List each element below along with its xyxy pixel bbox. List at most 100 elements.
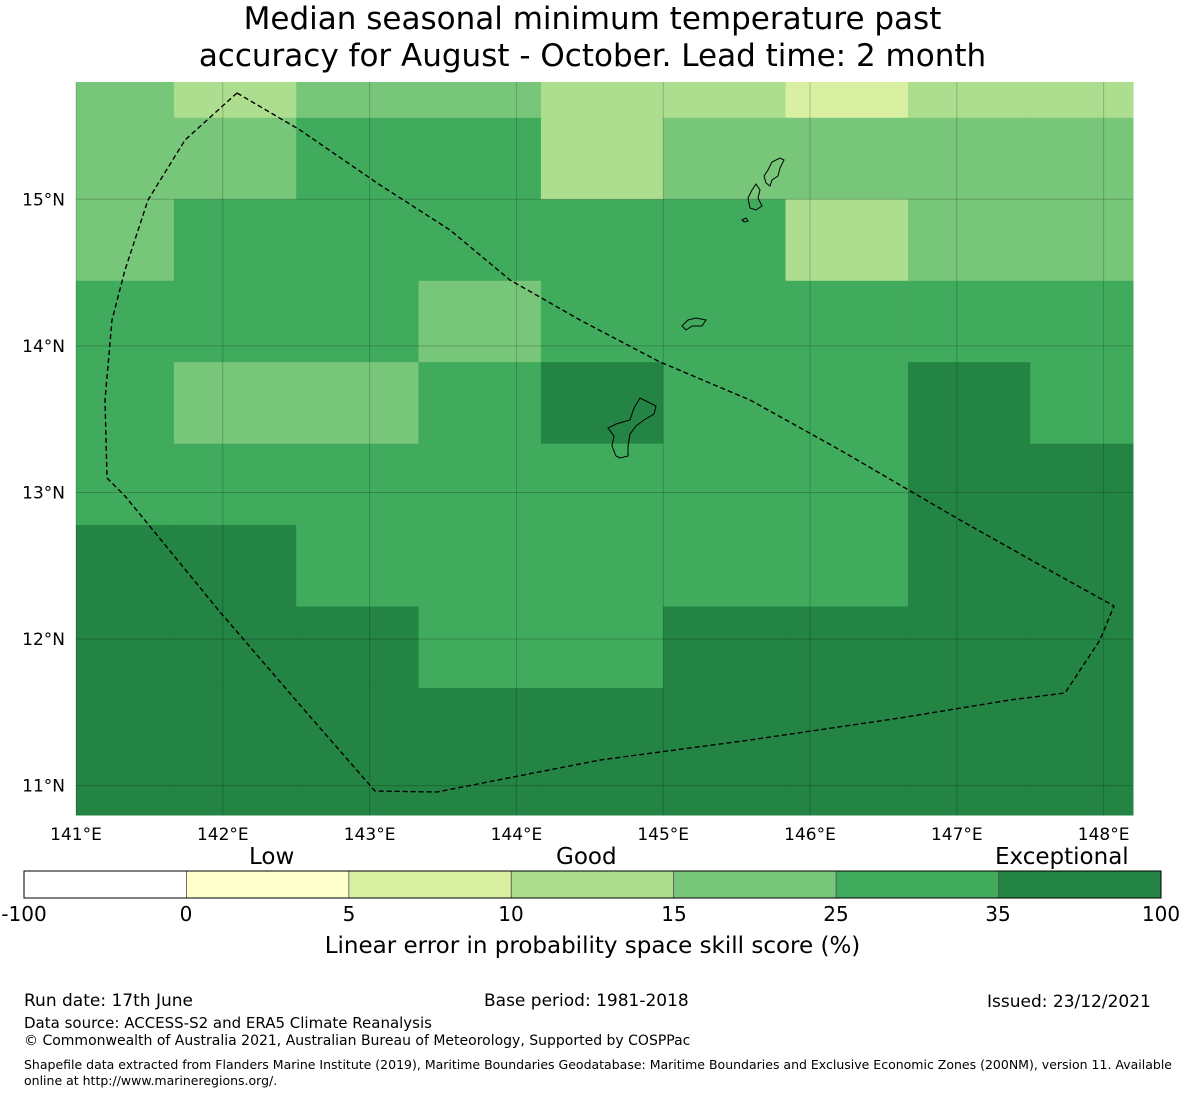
- grid-cell: [296, 443, 419, 526]
- grid-cell: [418, 687, 542, 816]
- grid-cell: [907, 117, 1031, 200]
- coastlines: [607, 157, 785, 459]
- grid-cell: [907, 280, 1031, 363]
- legend-tick: -100: [1, 902, 47, 926]
- grid-cell: [663, 443, 787, 526]
- colorbar-outline: [23, 870, 1162, 899]
- grid-cell: [173, 280, 297, 363]
- grid-cell: [663, 117, 787, 200]
- colorbar-segment: [835, 870, 999, 899]
- grid-cell: [418, 117, 542, 200]
- legend-tick: 10: [498, 902, 524, 926]
- longitude-label: 147°E: [931, 825, 983, 845]
- grid-cell: [1030, 687, 1134, 816]
- grid-cell: [1030, 525, 1134, 608]
- grid-cell: [418, 525, 542, 608]
- grid-cell: [418, 82, 542, 119]
- grid-cell: [173, 606, 297, 689]
- grid-cell: [663, 362, 787, 445]
- grid-cell: [907, 199, 1031, 282]
- colorbar-segment: [186, 870, 350, 899]
- island-guam: [607, 397, 657, 459]
- base-period: Base period: 1981-2018: [484, 991, 689, 1011]
- grid-cell: [540, 199, 664, 282]
- grid-cell: [296, 82, 419, 119]
- data-source: Data source: ACCESS-S2 and ERA5 Climate …: [24, 1014, 432, 1032]
- longitude-labels: 141°E 142°E 143°E 144°E 145°E 146°E 147°E 148°E: [50, 825, 1129, 845]
- grid-cell: [540, 687, 664, 816]
- grid-cell: [296, 280, 419, 363]
- grid-cell: [540, 117, 664, 200]
- colorbar-title: Linear error in probability space skill …: [324, 933, 861, 959]
- island-rota: [681, 317, 707, 331]
- colorbar-segment: [23, 870, 187, 899]
- legend-tick: 100: [1141, 902, 1181, 926]
- grid-cell: [76, 443, 175, 526]
- grid-cell: [663, 606, 787, 689]
- colorbar-segment: [348, 870, 512, 899]
- longitude-label: 143°E: [344, 825, 396, 845]
- grid-cell: [1030, 443, 1134, 526]
- legend-tick: 35: [985, 902, 1011, 926]
- grid-cell: [418, 280, 542, 363]
- grid-cell: [76, 280, 175, 363]
- latitude-label: 12°N: [22, 630, 65, 650]
- copyright: © Commonwealth of Australia 2021, Austra…: [24, 1033, 691, 1049]
- legend-tick: 0: [179, 902, 193, 926]
- legend-tick: 25: [823, 902, 849, 926]
- colorbar: [23, 870, 1162, 899]
- grid-cell: [540, 525, 664, 608]
- grid-cell: [173, 117, 297, 200]
- grid-cell: [907, 606, 1031, 689]
- grid-cell: [907, 687, 1031, 816]
- island-aguijan: [741, 217, 749, 223]
- grid-cell: [418, 443, 542, 526]
- grid-cell: [785, 117, 909, 200]
- legend-category-exceptional: Exceptional: [995, 844, 1129, 870]
- grid-cell: [907, 525, 1031, 608]
- grid-cell: [1030, 362, 1134, 445]
- issued-date: Issued: 23/12/2021: [987, 992, 1151, 1012]
- grid-cell: [296, 199, 419, 282]
- grid-cell: [1030, 117, 1134, 200]
- grid-cell: [785, 687, 909, 816]
- grid-cell: [296, 362, 419, 445]
- grid-cell: [418, 199, 542, 282]
- grid-cell: [173, 82, 297, 119]
- longitude-label: 142°E: [197, 825, 249, 845]
- grid-cell: [76, 606, 175, 689]
- grid-cell: [76, 525, 175, 608]
- grid-cell: [76, 687, 175, 816]
- grid-cell: [1030, 199, 1134, 282]
- grid-cell: [76, 82, 175, 119]
- latitude-label: 14°N: [22, 337, 65, 357]
- grid-cell: [173, 687, 297, 816]
- map-title-line-2: accuracy for August - October. Lead time…: [198, 38, 987, 74]
- latitude-label: 13°N: [22, 483, 65, 503]
- grid-cell: [173, 362, 297, 445]
- eez-boundary: [104, 92, 1115, 793]
- latitude-label: 11°N: [22, 777, 65, 797]
- legend-tick: 5: [342, 902, 356, 926]
- map-title-line-1: Median seasonal minimum temperature past: [243, 1, 942, 37]
- colorbar-segment: [510, 870, 675, 899]
- island-saipan: [763, 157, 785, 187]
- colorbar-segment: [998, 870, 1162, 899]
- grid-cell: [785, 199, 909, 282]
- grid-cell: [1030, 280, 1134, 363]
- grid-cell: [663, 687, 787, 816]
- grid-cell: [76, 117, 175, 200]
- longitude-label: 146°E: [784, 825, 836, 845]
- grid-cell: [907, 362, 1031, 445]
- grid-cell: [663, 525, 787, 608]
- grid-cell: [540, 362, 664, 445]
- graticule: [75, 82, 1133, 815]
- longitude-label: 144°E: [491, 825, 543, 845]
- grid-cell: [785, 606, 909, 689]
- grid-cell: [173, 525, 297, 608]
- grid-cell: [663, 82, 787, 119]
- grid-cell: [785, 362, 909, 445]
- grid-cell: [785, 443, 909, 526]
- grid-cell: [418, 606, 542, 689]
